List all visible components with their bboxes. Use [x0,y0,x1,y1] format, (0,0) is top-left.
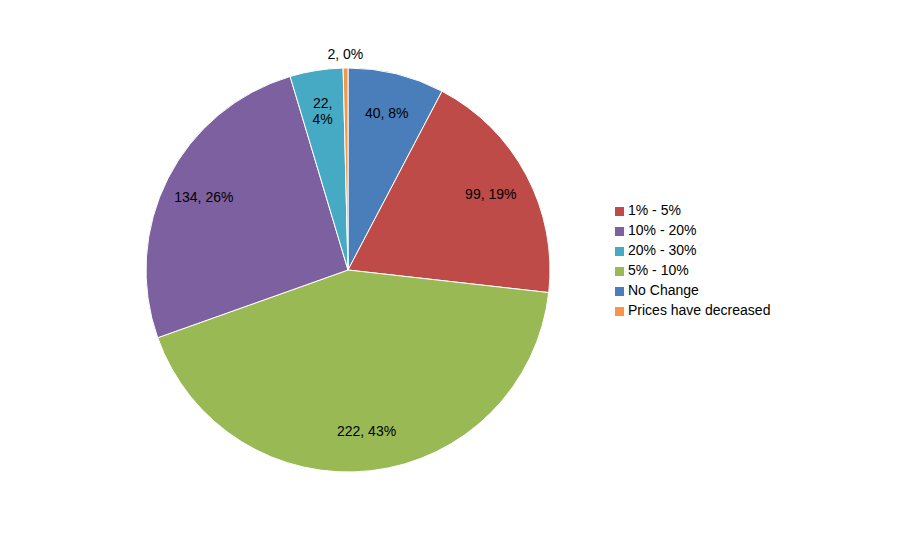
html-text:10% - 20%: 10% - 20% [628,222,697,238]
html-text:5% - 10%: 5% - 10% [628,262,689,278]
html-text:20% - 30%: 20% - 30% [628,242,697,258]
svg-text:40, 8%: 40, 8% [365,105,409,121]
svg-text:99, 19%: 99, 19% [465,186,516,202]
svg-text:134, 26%: 134, 26% [174,189,233,205]
html-text:1% - 5%: 1% - 5% [628,202,681,218]
svg-text:222, 43%: 222, 43% [337,423,396,439]
html-text:Prices have decreased: Prices have decreased [628,302,771,318]
html-text:No Change: No Change [628,282,699,298]
svg-text:22,4%: 22,4% [313,95,333,128]
svg-text:2, 0%: 2, 0% [327,46,363,62]
